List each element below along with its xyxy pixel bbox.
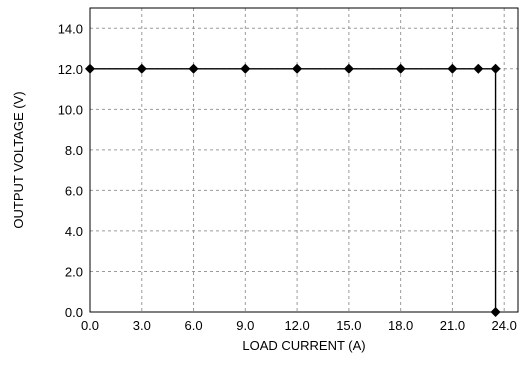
data-point-marker (343, 63, 354, 74)
data-point-marker (292, 63, 303, 74)
plot-frame (89, 7, 519, 313)
y-tick-label: 14.0 (58, 21, 83, 36)
x-tick-label: 18.0 (388, 318, 413, 333)
data-point-marker (490, 63, 501, 74)
y-tick-label: 12.0 (58, 62, 83, 77)
data-point-marker (240, 63, 251, 74)
data-point-marker (395, 63, 406, 74)
y-tick-label: 0.0 (65, 305, 83, 320)
data-point-marker (473, 63, 484, 74)
x-axis-label: LOAD CURRENT (A) (242, 338, 365, 353)
x-tick-label: 21.0 (440, 318, 465, 333)
grid-lines (90, 8, 518, 312)
y-tick-label: 4.0 (65, 224, 83, 239)
y-tick-label: 10.0 (58, 102, 83, 117)
series-layer (85, 63, 501, 317)
x-tick-label: 6.0 (185, 318, 203, 333)
y-tick-label: 6.0 (65, 183, 83, 198)
data-point-marker (188, 63, 199, 74)
y-axis-label: OUTPUT VOLTAGE (V) (11, 91, 26, 228)
data-point-marker (447, 63, 458, 74)
y-tick-label: 8.0 (65, 143, 83, 158)
y-tick-label: 2.0 (65, 264, 83, 279)
x-tick-label: 9.0 (236, 318, 254, 333)
tick-labels: 0.0 3.0 6.0 9.0 12.0 15.0 18.0 21.0 24.0 0.0 2.0 4.… (58, 21, 517, 333)
x-tick-label: 15.0 (336, 318, 361, 333)
data-point-marker (136, 63, 147, 74)
x-tick-label: 24.0 (492, 318, 517, 333)
x-tick-label: 12.0 (284, 318, 309, 333)
x-tick-label: 3.0 (133, 318, 151, 333)
x-tick-label: 0.0 (81, 318, 99, 333)
